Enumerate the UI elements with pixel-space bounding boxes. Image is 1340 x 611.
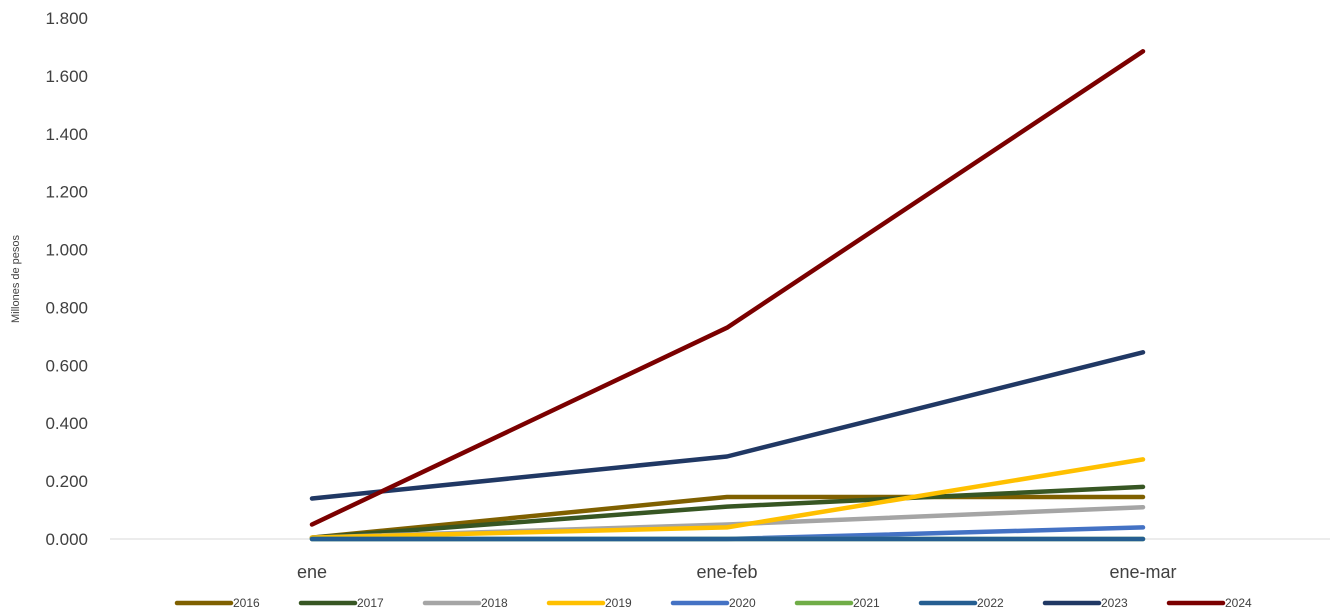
legend-label: 2020: [729, 596, 756, 610]
legend-item-2017: 2017: [298, 596, 384, 610]
series-line-2017: [309, 484, 1146, 540]
y-tick-label: 1.800: [45, 9, 88, 28]
series-line-2023: [309, 350, 1146, 501]
legend-label: 2018: [481, 596, 508, 610]
legend-label: 2024: [1225, 596, 1252, 610]
legend-item-2021: 2021: [794, 596, 880, 610]
x-tick-label: ene-mar: [1109, 562, 1176, 582]
legend-label: 2022: [977, 596, 1004, 610]
series-line-2024: [309, 49, 1146, 527]
series-line-2019: [309, 457, 1146, 540]
x-axis-ticks: ene ene-feb ene-mar: [297, 562, 1177, 582]
legend-label: 2016: [233, 596, 260, 610]
legend-item-2022: 2022: [918, 596, 1004, 610]
x-tick-label: ene: [297, 562, 327, 582]
y-tick-label: 1.400: [45, 125, 88, 144]
y-axis-ticks: 0.000 0.200 0.400 0.600 0.800 1.000 1.200 1.400…: [45, 9, 88, 549]
y-tick-label: 0.600: [45, 356, 88, 375]
legend-item-2018: 2018: [422, 596, 508, 610]
legend-item-2019: 2019: [546, 596, 632, 610]
legend-item-2023: 2023: [1042, 596, 1128, 610]
series-line-2016: [309, 494, 1146, 540]
x-tick-label: ene-feb: [696, 562, 757, 582]
legend-label: 2019: [605, 596, 632, 610]
legend-item-2024: 2024: [1166, 596, 1252, 610]
y-tick-label: 0.000: [45, 530, 88, 549]
y-axis-label: Millones de pesos: [10, 234, 22, 323]
y-tick-label: 1.000: [45, 241, 88, 260]
legend-item-2020: 2020: [670, 596, 756, 610]
legend-label: 2023: [1101, 596, 1128, 610]
legend: 2016 2017 2018 2019 2020 2021 2022 2023 2024: [174, 596, 1252, 610]
y-tick-label: 1.600: [45, 67, 88, 86]
legend-item-2016: 2016: [174, 596, 260, 610]
legend-label: 2017: [357, 596, 384, 610]
y-tick-label: 0.800: [45, 298, 88, 317]
y-tick-label: 1.200: [45, 183, 88, 202]
legend-label: 2021: [853, 596, 880, 610]
y-tick-label: 0.400: [45, 414, 88, 433]
y-tick-label: 0.200: [45, 472, 88, 491]
series-lines: [309, 49, 1146, 542]
